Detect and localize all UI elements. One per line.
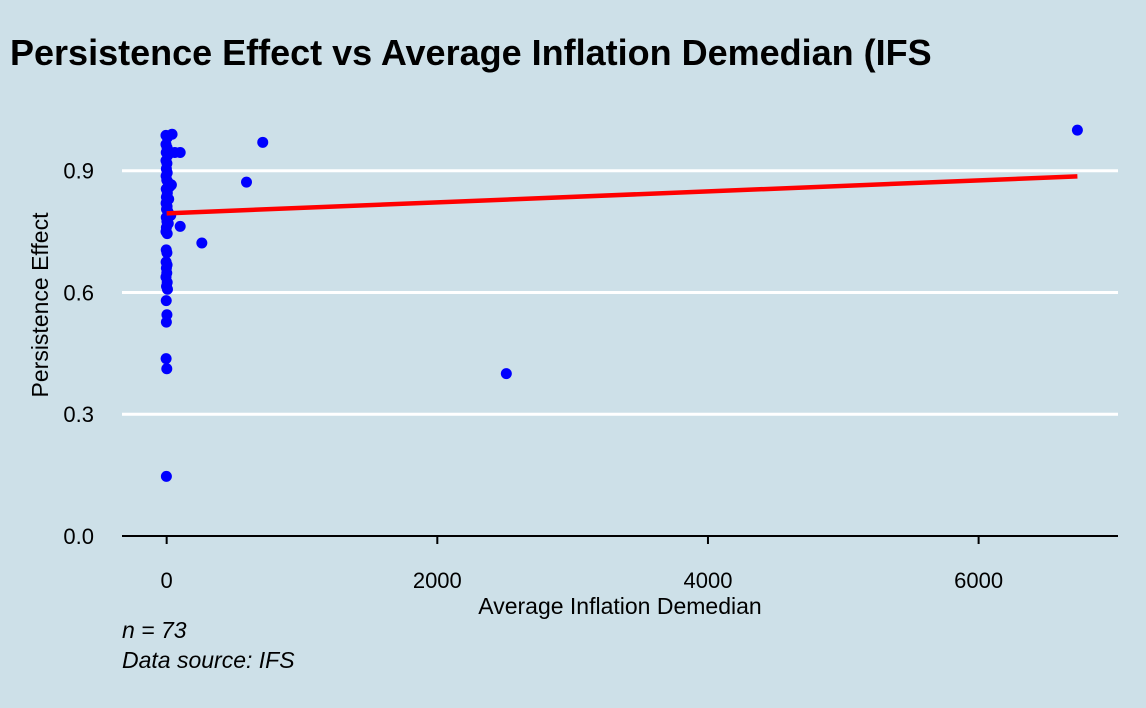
data-points bbox=[160, 124, 1083, 482]
data-point-2 bbox=[166, 128, 178, 140]
data-point-35 bbox=[196, 237, 208, 249]
data-point-31 bbox=[174, 220, 186, 232]
data-point-9 bbox=[165, 146, 177, 158]
y-tick-label-3: 0.9 bbox=[63, 159, 94, 184]
data-point-45 bbox=[161, 283, 173, 295]
y-tick-label-2: 0.6 bbox=[63, 280, 94, 305]
y-axis-title: Persistence Effect bbox=[27, 212, 53, 398]
data-point-50 bbox=[161, 363, 173, 375]
data-point-55 bbox=[1071, 124, 1083, 136]
x-axis-title: Average Inflation Demedian bbox=[478, 593, 761, 619]
data-point-48 bbox=[160, 316, 172, 328]
x-tick-label-1: 2000 bbox=[413, 568, 462, 593]
data-point-8 bbox=[174, 146, 186, 158]
data-point-51 bbox=[160, 470, 172, 482]
caption-source: Data source: IFS bbox=[122, 647, 295, 673]
data-point-34 bbox=[161, 228, 173, 240]
x-tick-label-3: 6000 bbox=[954, 568, 1003, 593]
x-tick-label-0: 0 bbox=[161, 568, 173, 593]
x-axis: 0 2000 4000 6000 bbox=[122, 535, 1118, 593]
data-point-52 bbox=[241, 176, 252, 188]
y-axis: 0.0 0.3 0.6 0.9 bbox=[63, 159, 94, 549]
fit-line bbox=[166, 174, 1078, 216]
grid-lines bbox=[122, 169, 1118, 416]
fit-line-group bbox=[166, 174, 1078, 216]
data-point-53 bbox=[257, 136, 269, 148]
x-tick-label-2: 4000 bbox=[683, 568, 732, 593]
y-tick-label-0: 0.0 bbox=[63, 524, 94, 549]
data-point-49 bbox=[160, 353, 172, 365]
data-point-54 bbox=[500, 368, 512, 380]
caption-n: n = 73 bbox=[122, 617, 187, 643]
chart-title: Persistence Effect vs Average Inflation … bbox=[10, 32, 932, 73]
data-point-46 bbox=[160, 295, 172, 307]
data-point-37 bbox=[161, 247, 173, 259]
y-tick-label-1: 0.3 bbox=[63, 402, 94, 427]
